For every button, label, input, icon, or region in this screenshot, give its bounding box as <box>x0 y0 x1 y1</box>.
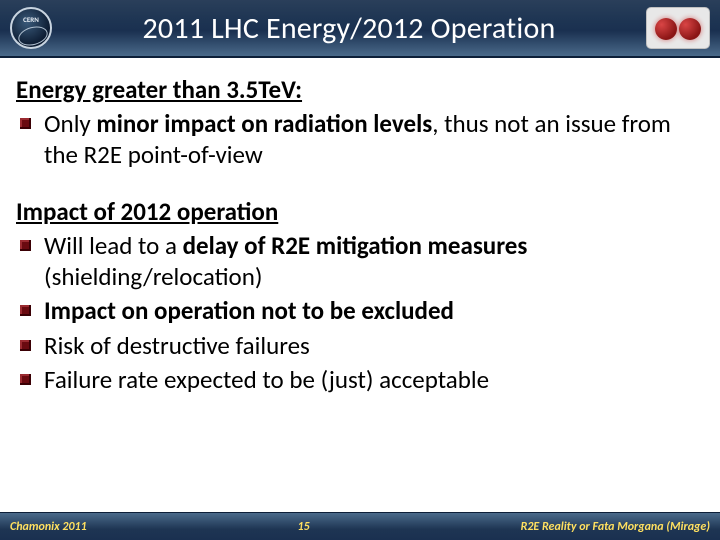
bullet-list-2: Will lead to a delay of R2E mitigation m… <box>16 231 698 396</box>
footer-bar: Chamonix 2011 15 R2E Reality or Fata Mor… <box>0 512 720 540</box>
bullet-text-bold: minor impact on radiation levels <box>96 108 432 139</box>
footer-page-number: 15 <box>298 520 310 534</box>
bullet-text-bold: delay of R2E mitigation measures <box>183 230 528 261</box>
bullet-text-post: (shielding/relocation) <box>44 261 262 292</box>
footer-right: R2E Reality or Fata Morgana (Mirage) <box>521 520 710 534</box>
cern-logo-label: CERN <box>23 15 39 24</box>
section-heading-1: Energy greater than 3.5TeV: <box>16 74 698 105</box>
collision-logo-icon <box>646 7 710 49</box>
list-item: Risk of destructive failures <box>44 331 698 362</box>
footer-left: Chamonix 2011 <box>10 520 87 534</box>
bullet-text-pre: Will lead to a <box>44 230 183 261</box>
list-item: Only minor impact on radiation levels, t… <box>44 109 698 170</box>
bullet-text-pre: Failure rate expected to be (just) accep… <box>44 364 489 395</box>
slide-body: Energy greater than 3.5TeV: Only minor i… <box>0 58 720 512</box>
list-item: Impact on operation not to be excluded <box>44 296 698 327</box>
slide: CERN 2011 LHC Energy/2012 Operation Ener… <box>0 0 720 540</box>
list-item: Will lead to a delay of R2E mitigation m… <box>44 231 698 292</box>
bullet-text-pre: Risk of destructive failures <box>44 330 310 361</box>
cern-logo-icon: CERN <box>10 7 52 49</box>
bullet-text-bold: Impact on operation not to be excluded <box>44 295 454 326</box>
slide-title: 2011 LHC Energy/2012 Operation <box>52 10 646 47</box>
bullet-text-pre: Only <box>44 108 96 139</box>
bullet-list-1: Only minor impact on radiation levels, t… <box>16 109 698 170</box>
section-heading-2: Impact of 2012 operation <box>16 196 698 227</box>
title-bar: CERN 2011 LHC Energy/2012 Operation <box>0 0 720 58</box>
list-item: Failure rate expected to be (just) accep… <box>44 365 698 396</box>
